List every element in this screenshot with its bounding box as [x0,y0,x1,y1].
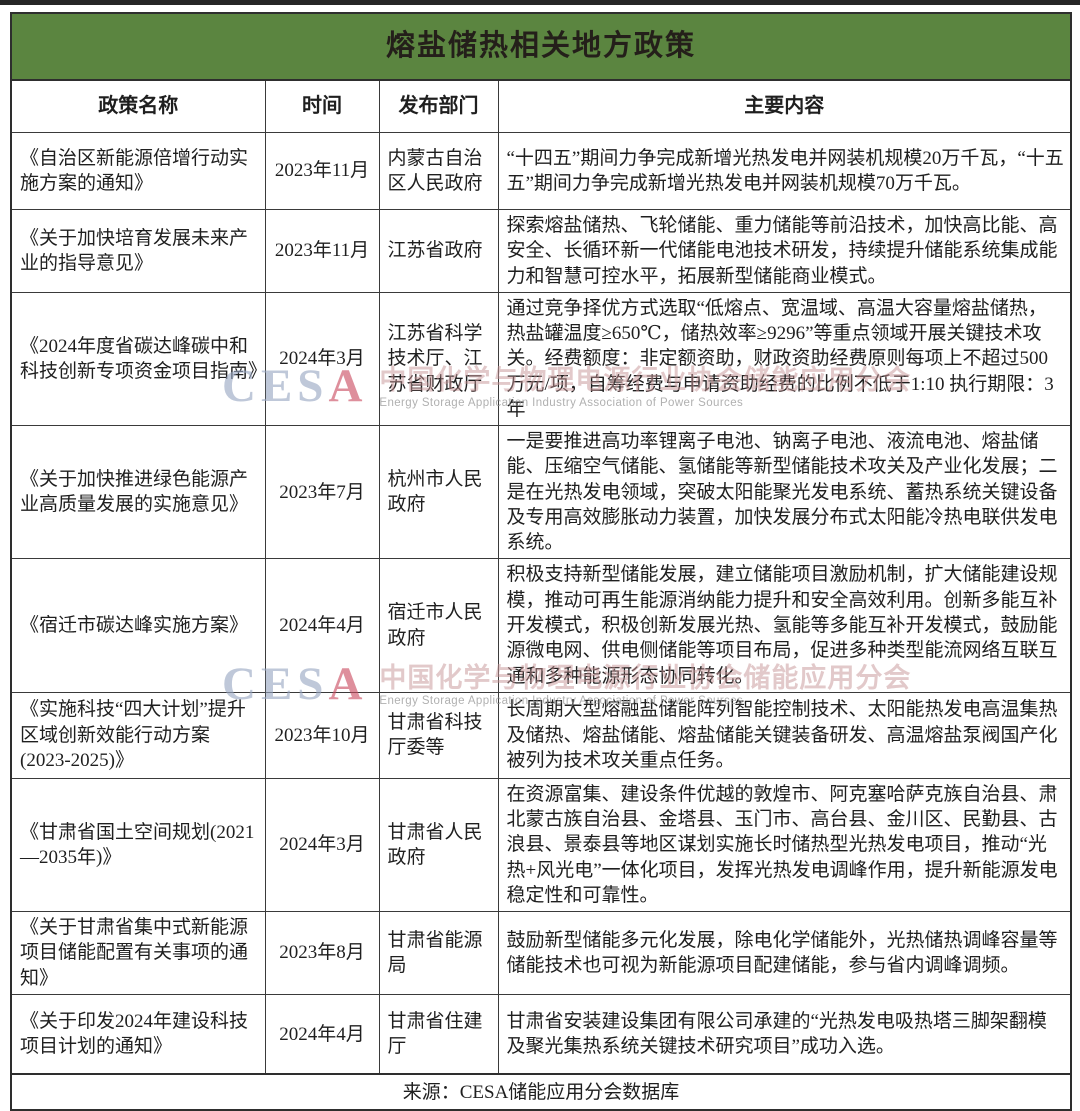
department-cell: 江苏省科学技术厅、江苏省财政厅 [378,291,499,427]
table-row: 《关于印发2024年建设科技项目计划的通知》 2024年4月 甘肃省住建厅 甘肃… [10,993,1072,1075]
table-header-row: 政策名称 时间 发布部门 主要内容 [10,79,1072,133]
policy-name-cell: 《自治区新能源倍增行动实施方案的通知》 [10,132,266,210]
content-cell: 探索熔盐储热、飞轮储能、重力储能等前沿技术，加快高比能、高安全、长循环新一代储能… [497,209,1072,293]
content-cell: 鼓励新型储能多元化发展，除电化学储能外，光热储热调峰容量等储能技术也可视为新能源… [497,911,1072,995]
date-cell: 2023年8月 [264,911,380,995]
table-row: 《甘肃省国土空间规划(2021—2035年)》 2024年3月 甘肃省人民政府 … [10,777,1072,913]
date-cell: 2023年7月 [264,425,380,560]
column-header-content: 主要内容 [497,79,1072,133]
policy-name-cell: 《关于甘肃省集中式新能源项目储能配置有关事项的通知》 [10,911,266,995]
policy-name-cell: 《宿迁市碳达峰实施方案》 [10,558,266,693]
department-cell: 甘肃省科技厅委等 [378,691,499,779]
policy-table: 熔盐储热相关地方政策 政策名称 时间 发布部门 主要内容 《自治区新能源倍增行动… [9,12,1073,1111]
department-cell: 江苏省政府 [378,209,499,293]
date-cell: 2023年10月 [264,691,380,779]
column-header-policy: 政策名称 [10,79,266,133]
date-cell: 2023年11月 [264,132,380,210]
table-row: 《2024年度省碳达峰碳中和科技创新专项资金项目指南》 2024年3月 江苏省科… [10,291,1072,427]
policy-name-cell: 《2024年度省碳达峰碳中和科技创新专项资金项目指南》 [10,291,266,427]
table-footer-row: 来源：CESA储能应用分会数据库 [9,1073,1073,1111]
content-cell: 甘肃省安装建设集团有限公司承建的“光热发电吸热塔三脚架翻模及聚光集热系统关键技术… [497,993,1072,1075]
column-header-date: 时间 [264,79,380,133]
table-title-row: 熔盐储热相关地方政策 [9,12,1073,81]
table-row: 《关于加快推进绿色能源产业高质量发展的实施意见》 2023年7月 杭州市人民政府… [10,425,1072,560]
department-cell: 甘肃省住建厅 [378,993,499,1075]
content-cell: 长周期大型熔融盐储能阵列智能控制技术、太阳能热发电高温集热及储热、熔盐储能、熔盐… [497,691,1072,779]
top-border-strip [0,0,1080,5]
department-cell: 宿迁市人民政府 [378,558,499,693]
table-row: 《宿迁市碳达峰实施方案》 2024年4月 宿迁市人民政府 积极支持新型储能发展，… [10,558,1072,693]
policy-name-cell: 《甘肃省国土空间规划(2021—2035年)》 [10,777,266,913]
department-cell: 杭州市人民政府 [378,425,499,560]
content-cell: “十四五”期间力争完成新增光热发电并网装机规模20万千瓦，“十五五”期间力争完成… [497,132,1072,210]
content-cell: 积极支持新型储能发展，建立储能项目激励机制，扩大储能建设规模，推动可再生能源消纳… [497,558,1072,693]
table-row: 《实施科技“四大计划”提升区域创新效能行动方案(2023-2025)》 2023… [10,691,1072,779]
policy-name-cell: 《关于加快培育发展未来产业的指导意见》 [10,209,266,293]
content-cell: 在资源富集、建设条件优越的敦煌市、阿克塞哈萨克族自治县、肃北蒙古族自治县、金塔县… [497,777,1072,913]
content-cell: 一是要推进高功率锂离子电池、钠离子电池、液流电池、熔盐储能、压缩空气储能、氢储能… [497,425,1072,560]
table-row: 《自治区新能源倍增行动实施方案的通知》 2023年11月 内蒙古自治区人民政府 … [10,132,1072,210]
policy-name-cell: 《实施科技“四大计划”提升区域创新效能行动方案(2023-2025)》 [10,691,266,779]
content-cell: 通过竞争择优方式选取“低熔点、宽温域、高温大容量熔盐储热，热盐罐温度≥650℃，… [497,291,1072,427]
table-title: 熔盐储热相关地方政策 [9,12,1073,81]
date-cell: 2023年11月 [264,209,380,293]
department-cell: 甘肃省人民政府 [378,777,499,913]
date-cell: 2024年3月 [264,777,380,913]
policy-name-cell: 《关于印发2024年建设科技项目计划的通知》 [10,993,266,1075]
date-cell: 2024年4月 [264,993,380,1075]
source-note: 来源：CESA储能应用分会数据库 [9,1073,1073,1111]
date-cell: 2024年3月 [264,291,380,427]
table-row: 《关于甘肃省集中式新能源项目储能配置有关事项的通知》 2023年8月 甘肃省能源… [10,911,1072,995]
date-cell: 2024年4月 [264,558,380,693]
department-cell: 内蒙古自治区人民政府 [378,132,499,210]
policy-name-cell: 《关于加快推进绿色能源产业高质量发展的实施意见》 [10,425,266,560]
column-header-department: 发布部门 [378,79,499,133]
department-cell: 甘肃省能源局 [378,911,499,995]
table-row: 《关于加快培育发展未来产业的指导意见》 2023年11月 江苏省政府 探索熔盐储… [10,209,1072,293]
